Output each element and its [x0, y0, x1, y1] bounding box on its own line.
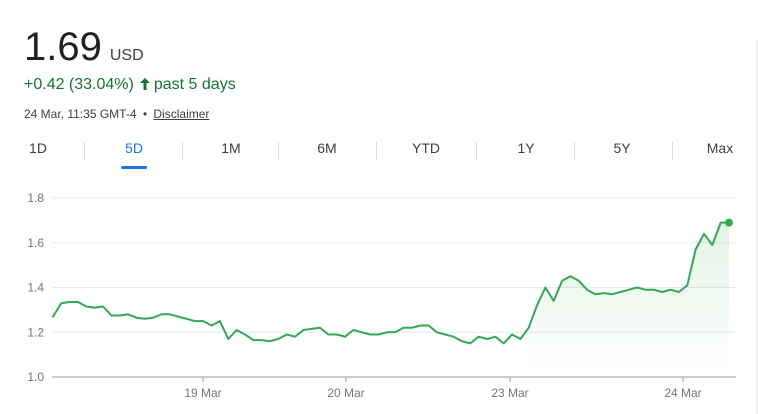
y-tick-label: 1.6	[27, 236, 44, 250]
meta-separator: •	[142, 107, 148, 121]
tab-ytd[interactable]: YTD	[412, 140, 440, 156]
quote-meta: 24 Mar, 11:35 GMT-4 • Disclaimer	[24, 107, 209, 121]
up-arrow-icon	[139, 77, 150, 93]
tab-1d[interactable]: 1D	[29, 140, 47, 156]
tab-divider	[672, 142, 673, 160]
price-change-row: +0.42 (33.04%) past 5 days	[24, 76, 236, 94]
scrollbar-track[interactable]	[756, 40, 758, 414]
y-tick-label: 1.0	[27, 370, 44, 384]
price-area-fill	[528, 222, 729, 377]
y-tick-label: 1.4	[27, 281, 44, 295]
price-row: 1.69 USD	[24, 24, 144, 70]
price-change: +0.42 (33.04%)	[24, 76, 134, 93]
tab-6m[interactable]: 6M	[317, 140, 337, 156]
tab-max[interactable]: Max	[706, 140, 734, 156]
y-tick-label: 1.2	[27, 325, 44, 339]
tab-divider	[476, 142, 477, 160]
price-chart[interactable]: 1.8 1.6 1.4 1.2 1.0 19 Mar 20 Mar 23 Mar 24 Mar	[0, 180, 758, 414]
tab-5d[interactable]: 5D	[121, 140, 147, 169]
tab-divider	[574, 142, 575, 160]
range-tabs: 1D 5D 1M 6M YTD 1Y 5Y Max	[0, 140, 758, 169]
currency-label: USD	[109, 47, 144, 64]
tab-5y[interactable]: 5Y	[613, 140, 631, 156]
tab-divider	[278, 142, 279, 160]
tab-1y[interactable]: 1Y	[517, 140, 535, 156]
current-price: 1.69	[24, 25, 102, 69]
y-tick-label: 1.8	[27, 191, 44, 205]
x-tick-label: 19 Mar	[184, 386, 221, 400]
tab-divider	[84, 142, 85, 160]
latest-price-dot	[725, 218, 733, 227]
change-period: past 5 days	[153, 76, 236, 93]
tab-divider	[376, 142, 377, 160]
tab-1m[interactable]: 1M	[221, 140, 241, 156]
x-tick-label: 24 Mar	[664, 386, 701, 400]
tab-divider	[182, 142, 183, 160]
quote-timestamp: 24 Mar, 11:35 GMT-4	[24, 107, 137, 121]
disclaimer-link[interactable]: Disclaimer	[153, 107, 210, 121]
price-line	[52, 221, 730, 345]
x-tick-label: 20 Mar	[327, 386, 364, 400]
x-tick-label: 23 Mar	[491, 386, 528, 400]
